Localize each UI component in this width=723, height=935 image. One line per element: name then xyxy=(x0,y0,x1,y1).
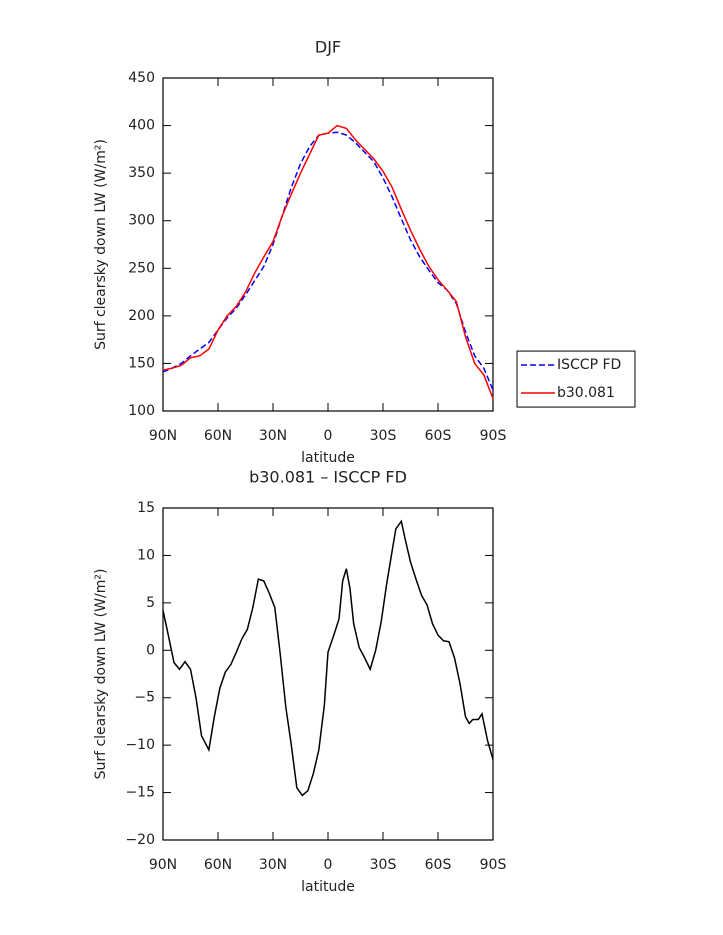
y-tick-label: 350 xyxy=(128,165,155,181)
y-tick-label: 300 xyxy=(128,213,155,229)
y-tick-label: 10 xyxy=(137,547,155,563)
x-axis-label: latitude xyxy=(301,450,355,466)
x-tick-label: 0 xyxy=(324,857,333,873)
y-axis-label: Surf clearsky down LW (W/m²) xyxy=(93,139,109,350)
y-tick-label: 15 xyxy=(137,500,155,516)
x-tick-label: 0 xyxy=(324,428,333,444)
x-tick-label: 90N xyxy=(149,428,177,444)
y-tick-label: 400 xyxy=(128,118,155,134)
plot-frame xyxy=(162,507,494,841)
legend-frame xyxy=(516,350,636,408)
y-tick-label: −15 xyxy=(125,785,155,801)
line-series xyxy=(162,131,494,391)
y-tick-label: −10 xyxy=(125,737,155,753)
x-tick-label: 60S xyxy=(425,428,452,444)
x-tick-label: 30S xyxy=(370,428,397,444)
x-tick-label: 30S xyxy=(370,857,397,873)
x-tick-label: 30N xyxy=(259,428,287,444)
x-tick-label: 60N xyxy=(204,857,232,873)
y-tick-label: 200 xyxy=(128,308,155,324)
line-series xyxy=(162,519,494,797)
x-tick-label: 30N xyxy=(259,857,287,873)
x-tick-label: 90S xyxy=(480,857,507,873)
y-tick-label: −20 xyxy=(125,832,155,848)
chart-title: DJF xyxy=(315,38,341,57)
plot-frame xyxy=(162,77,494,412)
y-tick-label: 250 xyxy=(128,260,155,276)
x-tick-label: 60N xyxy=(204,428,232,444)
line-series xyxy=(162,124,494,399)
y-tick-label: 100 xyxy=(128,403,155,419)
y-tick-label: −5 xyxy=(134,690,155,706)
legend-label: ISCCP FD xyxy=(557,357,621,373)
y-tick-label: 450 xyxy=(128,70,155,86)
legend-label: b30.081 xyxy=(557,385,615,401)
y-tick-label: 150 xyxy=(128,355,155,371)
x-tick-label: 60S xyxy=(425,857,452,873)
y-axis-label: Surf clearsky down LW (W/m²) xyxy=(93,569,109,780)
x-axis-label: latitude xyxy=(301,879,355,895)
y-tick-label: 5 xyxy=(146,595,155,611)
x-tick-label: 90N xyxy=(149,857,177,873)
y-tick-label: 0 xyxy=(146,642,155,658)
chart-title: b30.081 – ISCCP FD xyxy=(249,468,407,487)
x-tick-label: 90S xyxy=(480,428,507,444)
